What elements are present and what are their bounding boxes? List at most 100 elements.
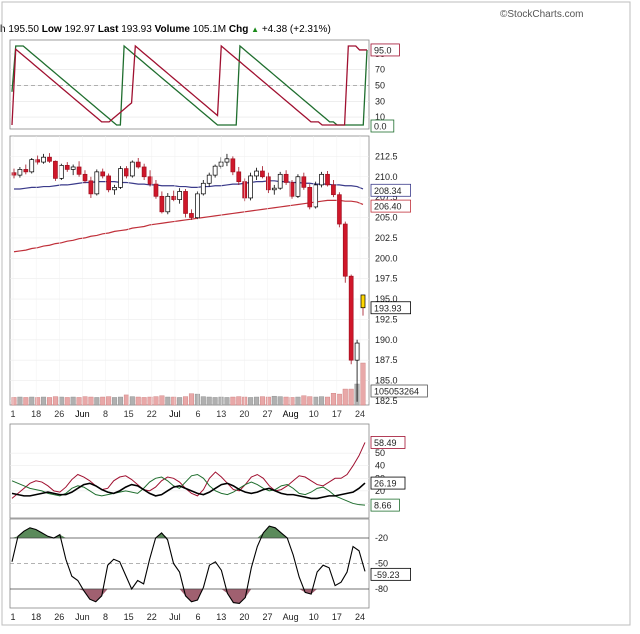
volume-bar (159, 395, 165, 406)
candle-body (266, 176, 271, 191)
aroon-tick-label: 70 (375, 65, 385, 75)
adx-plus-di-value: 58.49 (374, 438, 397, 448)
williams-x-tick: 1 (10, 612, 15, 622)
price-tick-label: 190.0 (375, 335, 398, 345)
adx-plus-di-value-box (370, 436, 406, 449)
price-x-tick: 10 (309, 409, 319, 419)
candle-body (313, 184, 319, 208)
candle-body (206, 174, 212, 184)
price-tick-label: 200.0 (375, 253, 398, 263)
candle-body (200, 182, 206, 195)
volume-bar (271, 395, 277, 406)
price-x-tick: 15 (124, 409, 134, 419)
volume-bar (236, 396, 242, 406)
candle-body (100, 171, 106, 177)
adx-value: 26.19 (374, 479, 397, 489)
volume-bar (301, 395, 307, 406)
volume-bar (147, 396, 153, 406)
low-value: 192.97 (64, 24, 96, 35)
brand-symbol: © (500, 9, 508, 20)
volume-bar (265, 396, 271, 406)
price-tick-label: 197.5 (375, 274, 398, 284)
volume-bar (248, 397, 254, 406)
volume-bar (242, 396, 248, 406)
adx-plus_di-line (11, 442, 366, 499)
volume-bar (194, 393, 200, 406)
candle-body (41, 156, 46, 163)
price-x-tick: 6 (196, 409, 201, 419)
volume-bar (29, 396, 35, 406)
price-tick-label: 205.0 (375, 213, 398, 223)
up-triangle-icon: ▲ (251, 25, 260, 34)
volume-bar (259, 396, 265, 406)
aroon-up-value-box (370, 43, 400, 57)
candle-body (183, 191, 188, 214)
last-price-value: 193.93 (374, 303, 402, 313)
volume-bar (46, 397, 52, 406)
aroon-down-value-box (370, 119, 395, 133)
candle-body (331, 184, 336, 196)
volume-value-tag-box (370, 384, 428, 398)
price-x-tick: 1 (10, 409, 15, 419)
candle-body (248, 175, 253, 199)
volume-bar (200, 396, 206, 406)
aroon-tick-label: 10 (375, 112, 385, 122)
candle-body (118, 168, 123, 188)
williams-x-tick: 17 (332, 612, 342, 622)
candle-body (153, 183, 159, 197)
volume-bar (106, 396, 112, 406)
candle-body (224, 158, 230, 163)
open-value: 195.50 (8, 24, 39, 35)
candle-body (354, 342, 360, 361)
candle-body (94, 171, 100, 195)
candle-body (260, 170, 265, 178)
candle-body (165, 195, 171, 213)
volume-bar (230, 396, 236, 406)
candle-body (11, 172, 17, 176)
adx-minus-di-value-box (370, 498, 400, 512)
volume-bar (360, 362, 366, 406)
volume-bar (94, 397, 100, 406)
williams-x-tick: 10 (309, 612, 319, 622)
last-value: 193.93 (121, 24, 152, 35)
price-x-tick: 26 (54, 409, 64, 419)
volume-bar (41, 396, 47, 406)
candle-body (325, 173, 330, 186)
adx-minus-di-value: 8.66 (374, 501, 392, 511)
candle-body (171, 195, 177, 200)
adx-tick-label: 40 (375, 461, 385, 471)
volume-bar (283, 396, 289, 406)
price-x-tick: 13 (216, 409, 226, 419)
candle-body (129, 161, 135, 177)
williams-value: -59.23 (374, 570, 400, 580)
williams-x-tick: 15 (124, 612, 134, 622)
candle-body (212, 165, 218, 176)
williams-x-tick: 13 (216, 612, 226, 622)
volume-bar (224, 397, 230, 406)
volume-bar (17, 396, 23, 406)
williams-x-tick: 24 (355, 612, 365, 622)
candle-body (88, 180, 94, 195)
ma200-value: 206.40 (374, 202, 402, 212)
adx-adx-line (11, 482, 366, 500)
candle-body (82, 173, 88, 182)
ma50-value: 208.34 (374, 186, 402, 196)
chg-label: Chg (228, 24, 249, 35)
ma200-value-box (370, 199, 411, 213)
price-x-tick: Jun (75, 409, 90, 419)
volume-bar (52, 396, 58, 406)
ma200-line (13, 199, 364, 253)
volume-bar (23, 397, 29, 406)
williams-line (11, 525, 366, 605)
volume-bar (135, 396, 141, 406)
volume-bar (183, 396, 189, 406)
volume-bar (330, 393, 336, 406)
candle-body (106, 175, 111, 191)
volume-bar (117, 396, 123, 406)
candle-body (283, 173, 289, 183)
candle-body (76, 166, 82, 175)
candle-body (307, 187, 313, 208)
candle-body (360, 294, 366, 309)
volume-value: 105.1M (192, 24, 227, 35)
candle-body (177, 191, 182, 200)
